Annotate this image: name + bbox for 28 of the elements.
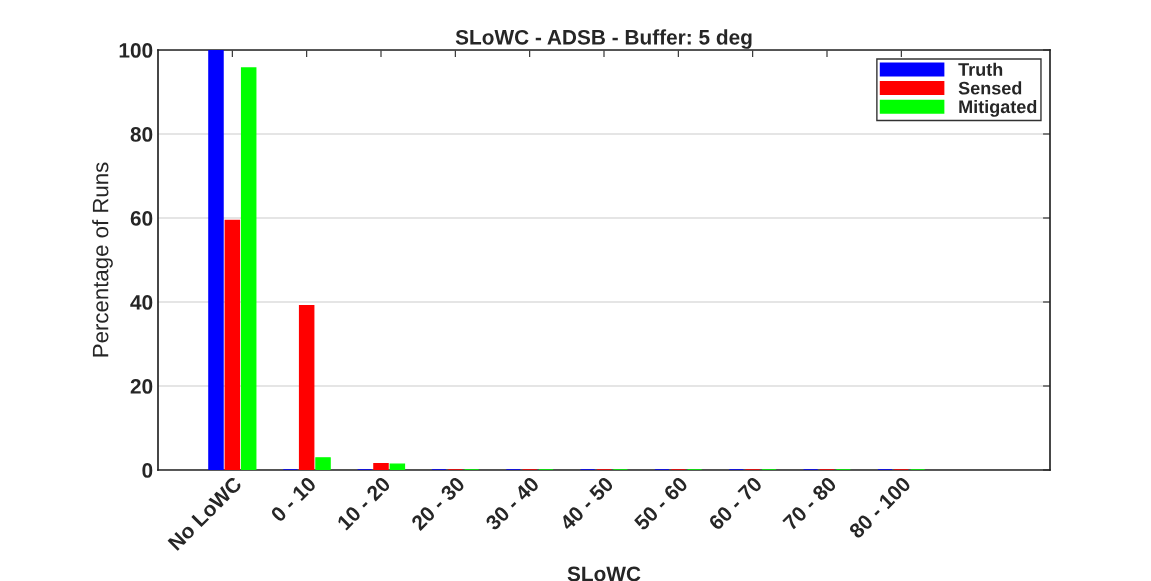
- legend-label: Mitigated: [959, 99, 1037, 117]
- x-tick-label: 80 - 100: [848, 475, 912, 540]
- bar: [373, 463, 389, 470]
- x-tick-label: 70 - 80: [782, 475, 838, 531]
- x-tick-label: 60 - 70: [707, 475, 763, 531]
- y-tick-label: 60: [130, 211, 153, 226]
- y-tick-label: 20: [130, 379, 153, 394]
- bar: [224, 219, 241, 470]
- x-tick-label: 10 - 20: [336, 475, 392, 531]
- legend-label: Truth: [958, 62, 1003, 76]
- bar: [298, 305, 315, 470]
- y-axis-title: Percentage of Runs: [92, 162, 113, 357]
- chart-title: SLoWC - ADSB - Buffer: 5 deg: [455, 29, 752, 49]
- x-tick-label: 40 - 50: [558, 475, 615, 532]
- y-tick-label: 40: [130, 295, 153, 310]
- legend-label: Sensed: [958, 81, 1022, 95]
- y-tick-label: 100: [119, 43, 153, 58]
- bar: [208, 50, 224, 470]
- y-tick-label: 80: [130, 127, 153, 142]
- x-tick-label: 30 - 40: [484, 475, 540, 532]
- x-tick-label: 50 - 60: [633, 475, 689, 532]
- bar: [240, 67, 257, 470]
- y-tick-label: 0: [142, 463, 153, 478]
- x-axis-title: SLoWC: [567, 566, 641, 581]
- x-tick-label: 0 - 10: [269, 475, 317, 523]
- x-tick-label: 20 - 30: [410, 475, 466, 532]
- bar: [315, 457, 331, 470]
- bar: [389, 463, 406, 470]
